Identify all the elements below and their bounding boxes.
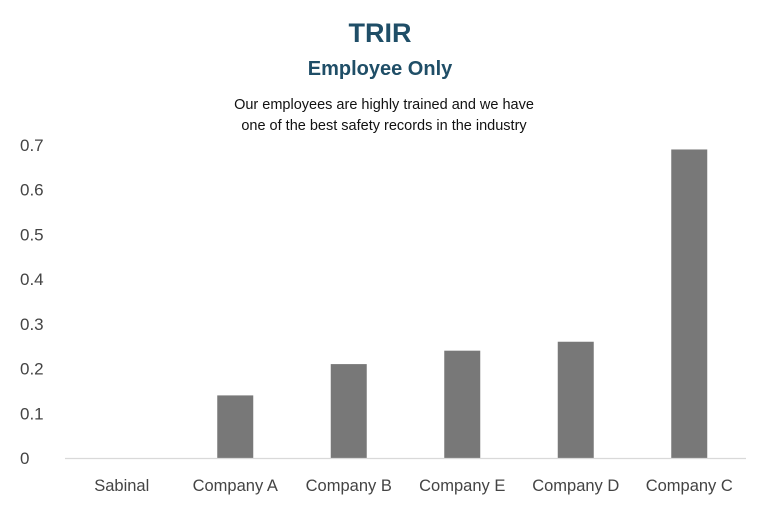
y-tick-label: 0.3 [20, 315, 44, 334]
bar-company-d [557, 341, 594, 458]
chart-title: TRIR [348, 18, 412, 48]
chart-annotation: Our employees are highly trained and we … [0, 95, 760, 137]
y-tick-label: 0.5 [20, 225, 44, 244]
x-tick-label: Company A [193, 477, 278, 495]
bar-company-b [330, 364, 367, 458]
x-tick-label: Company E [419, 477, 505, 495]
y-tick-label: 0 [20, 449, 29, 468]
y-tick-label: 0.4 [20, 270, 44, 289]
bar-company-e [444, 350, 481, 458]
x-tick-label: Company B [306, 477, 392, 495]
bar-company-c [671, 149, 708, 458]
annotation-line-1: Our employees are highly trained and we … [234, 97, 534, 113]
y-tick-label: 0.6 [20, 181, 44, 200]
annotation-line-2: one of the best safety records in the in… [241, 118, 527, 134]
y-tick-label: 0.1 [20, 404, 44, 423]
x-tick-label: Company C [646, 477, 733, 495]
bar-company-a [217, 395, 254, 458]
y-tick-label: 0.7 [20, 136, 44, 155]
x-tick-label: Company D [532, 477, 619, 495]
chart-subtitle: Employee Only [307, 58, 453, 80]
x-tick-label: Sabinal [94, 477, 149, 495]
y-tick-label: 0.2 [20, 360, 44, 379]
